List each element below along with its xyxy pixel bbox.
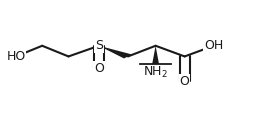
Polygon shape xyxy=(151,46,161,72)
Text: O: O xyxy=(94,62,104,75)
Text: NH$_2$: NH$_2$ xyxy=(143,65,168,80)
Text: O: O xyxy=(180,75,190,88)
Polygon shape xyxy=(99,46,132,58)
Text: S: S xyxy=(95,39,103,52)
Text: HO: HO xyxy=(6,50,26,63)
Text: OH: OH xyxy=(204,39,223,52)
